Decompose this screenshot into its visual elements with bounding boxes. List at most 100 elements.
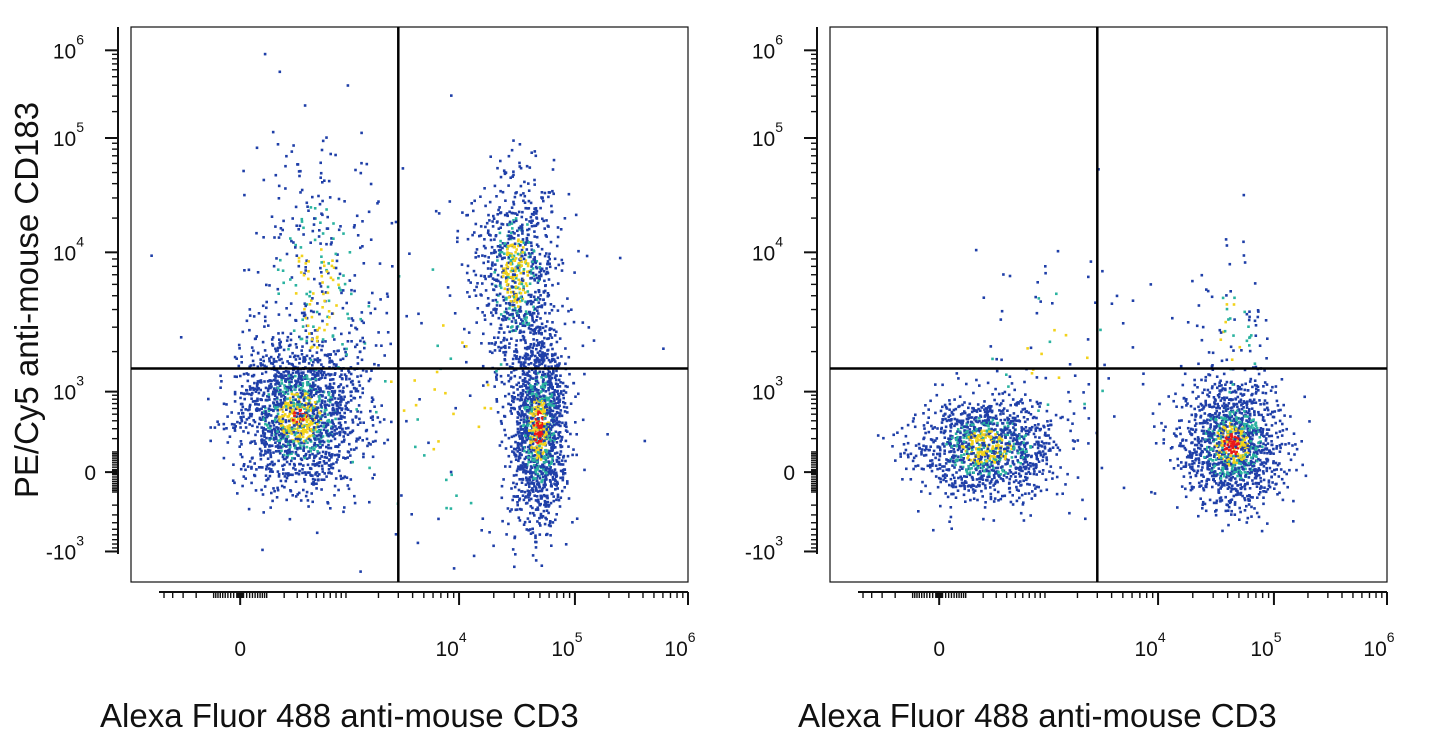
event-dot [311, 373, 314, 376]
event-dot [239, 396, 242, 400]
event-dot [279, 398, 282, 402]
event-dot [535, 217, 539, 220]
event-dot [516, 388, 519, 391]
event-dot [559, 450, 563, 453]
event-dot [521, 468, 525, 471]
event-dot [277, 459, 280, 463]
event-dot [524, 282, 528, 285]
event-dot [314, 388, 317, 391]
event-dot [274, 383, 277, 386]
event-dot [292, 442, 296, 445]
event-dot [360, 311, 364, 314]
event-dot [510, 329, 514, 333]
event-dot [326, 433, 329, 436]
event-dot [508, 313, 511, 317]
event-dot [285, 388, 289, 392]
event-dot [286, 426, 290, 430]
event-dot [548, 392, 552, 395]
event-dot [524, 355, 528, 359]
event-dot [544, 311, 547, 315]
event-dot [277, 313, 281, 316]
event-dot [311, 385, 314, 388]
event-dot [519, 271, 523, 275]
event-dot [516, 467, 520, 471]
event-dot [559, 440, 562, 443]
event-dot [350, 317, 354, 320]
event-dot [548, 521, 552, 525]
event-dot [336, 404, 339, 408]
event-dot [547, 524, 551, 527]
event-dot [337, 228, 341, 232]
event-dot [309, 438, 312, 442]
event-dot [306, 471, 309, 474]
event-dot [259, 454, 262, 457]
event-dot [499, 175, 503, 179]
event-dot [299, 383, 303, 387]
event-dot [518, 405, 521, 409]
event-dot [336, 253, 339, 256]
event-dot [321, 394, 324, 397]
event-dot [303, 302, 307, 305]
event-dot [342, 430, 345, 434]
event-dot [574, 421, 577, 424]
event-dot [504, 302, 508, 305]
event-dot [330, 463, 333, 466]
event-dot [518, 437, 522, 440]
event-dot [355, 440, 358, 443]
event-dot [307, 418, 310, 421]
event-dot [517, 465, 520, 468]
event-dot [525, 218, 528, 221]
event-dot [310, 387, 314, 390]
event-dot [543, 410, 546, 414]
event-dot [538, 270, 541, 274]
event-dot [300, 432, 303, 436]
event-dot [325, 208, 328, 211]
event-dot [537, 332, 541, 335]
event-dot [315, 390, 319, 394]
event-dot [354, 345, 357, 349]
event-dot [510, 412, 513, 415]
event-dot [293, 393, 296, 397]
event-dot [274, 420, 278, 424]
event-dot [313, 405, 316, 408]
event-dot [300, 217, 304, 221]
event-dot [528, 520, 531, 523]
event-dot [253, 474, 257, 478]
event-dot [287, 472, 290, 475]
event-dot [312, 343, 316, 347]
event-dot [983, 455, 987, 458]
event-dot [299, 444, 302, 447]
event-dot [360, 358, 364, 362]
event-dot [522, 382, 525, 386]
event-dot [330, 454, 334, 457]
event-dot [531, 442, 535, 445]
event-dot [261, 466, 264, 469]
event-dot [334, 252, 338, 256]
event-dot [499, 243, 502, 247]
event-dot [516, 213, 519, 216]
event-dot [548, 312, 551, 315]
event-dot [299, 419, 303, 423]
event-dot [537, 482, 541, 486]
event-dot [319, 377, 322, 380]
event-dot [365, 428, 369, 432]
event-dot [303, 480, 307, 483]
event-dot [511, 314, 515, 318]
event-dot [250, 393, 253, 397]
event-dot [551, 168, 555, 171]
event-dot [516, 266, 520, 270]
event-dot [521, 288, 525, 292]
event-dot [533, 457, 537, 460]
event-dot [290, 150, 294, 153]
event-dot [549, 303, 553, 306]
event-dot [274, 445, 278, 448]
event-dot [486, 260, 490, 263]
event-dot [548, 411, 552, 415]
event-dot [543, 191, 547, 195]
event-dot [547, 460, 550, 463]
event-dot [528, 485, 531, 489]
event-dot [321, 319, 324, 323]
event-dot [555, 374, 558, 377]
event-dot [239, 374, 242, 378]
event-dot [264, 449, 267, 453]
